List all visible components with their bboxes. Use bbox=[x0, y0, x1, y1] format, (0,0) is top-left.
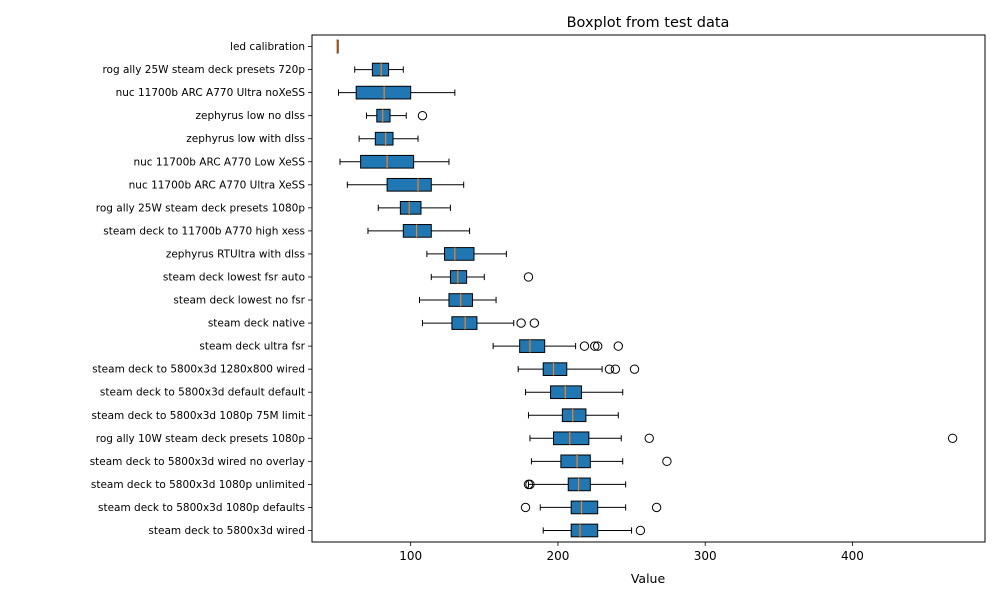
box-group bbox=[339, 154, 450, 169]
y-tick-label: steam deck to 5800x3d default default bbox=[100, 387, 305, 399]
box-group bbox=[365, 108, 428, 123]
box-group bbox=[419, 293, 497, 307]
box bbox=[570, 523, 599, 538]
y-tick-label: nuc 11700b ARC A770 Ultra noXeSS bbox=[116, 87, 306, 99]
box bbox=[449, 270, 468, 284]
x-tick-label: 200 bbox=[546, 549, 569, 563]
box-group bbox=[421, 316, 540, 330]
outlier-point bbox=[592, 341, 603, 351]
box-group bbox=[377, 201, 451, 215]
x-tick-label: 300 bbox=[694, 549, 717, 563]
y-tick-label: steam deck native bbox=[208, 318, 305, 330]
y-tick-label: steam deck to 5800x3d 1080p unlimited bbox=[91, 479, 305, 491]
box bbox=[553, 431, 590, 446]
box bbox=[451, 316, 478, 330]
chart-title: Boxplot from test data bbox=[567, 15, 730, 31]
box-group bbox=[426, 247, 507, 261]
outlier-point bbox=[525, 479, 535, 490]
box-group bbox=[530, 454, 672, 469]
box bbox=[374, 131, 394, 146]
box-group bbox=[336, 39, 339, 54]
box-group bbox=[338, 85, 456, 100]
outlier-point bbox=[613, 341, 624, 351]
y-tick-label: steam deck to 5800x3d 1080p defaults bbox=[98, 502, 305, 514]
outlier-point bbox=[635, 525, 646, 536]
y-tick-label: steam deck to 5800x3d wired bbox=[148, 525, 305, 537]
box bbox=[444, 247, 475, 261]
box bbox=[570, 500, 599, 515]
box bbox=[550, 385, 582, 400]
box bbox=[386, 177, 432, 192]
y-tick-label: steam deck to 11700b A770 high xess bbox=[103, 225, 305, 237]
y-tick-label: rog ally 10W steam deck presets 1080p bbox=[96, 433, 306, 445]
y-tick-label: steam deck to 5800x3d wired no overlay bbox=[90, 456, 305, 468]
box bbox=[355, 85, 412, 100]
box-group bbox=[430, 270, 534, 284]
box-group bbox=[527, 408, 619, 423]
y-tick-label: nuc 11700b ARC A770 Low XeSS bbox=[133, 156, 305, 168]
y-tick-label: nuc 11700b ARC A770 Ultra XeSS bbox=[129, 179, 306, 191]
box bbox=[371, 62, 390, 77]
y-tick-label: steam deck lowest no fsr bbox=[173, 295, 305, 307]
outlier-point bbox=[523, 272, 534, 282]
box bbox=[399, 201, 422, 215]
outlier-point bbox=[662, 456, 672, 467]
y-tick-label: steam deck lowest fsr auto bbox=[163, 271, 305, 283]
plot-area: led calibration rog ally 25W steam deck p… bbox=[90, 34, 986, 563]
box-group bbox=[346, 177, 465, 192]
box-group bbox=[520, 500, 662, 515]
box-group bbox=[523, 477, 627, 492]
box-group bbox=[525, 385, 624, 400]
y-tick-label: steam deck to 5800x3d 1080p 75M limit bbox=[92, 410, 305, 422]
outlier-point bbox=[417, 110, 428, 121]
box bbox=[560, 454, 591, 469]
x-tick-label: 100 bbox=[399, 549, 422, 563]
outlier-point bbox=[590, 341, 600, 351]
box-group bbox=[492, 339, 624, 353]
box bbox=[561, 408, 587, 423]
outlier-point bbox=[604, 364, 615, 374]
box-group bbox=[367, 224, 471, 238]
box-group bbox=[517, 362, 640, 376]
box bbox=[567, 477, 591, 492]
outlier-point bbox=[651, 502, 662, 513]
y-tick-label: rog ally 25W steam deck presets 1080p bbox=[96, 202, 306, 214]
y-tick-label: rog ally 25W steam deck presets 720p bbox=[102, 64, 305, 76]
y-tick-label: zephyrus low with dlss bbox=[186, 133, 305, 145]
y-tick-label: steam deck to 5800x3d 1280x800 wired bbox=[92, 364, 305, 376]
outlier-point bbox=[520, 502, 531, 513]
x-axis-label: Value bbox=[631, 571, 666, 586]
box-group bbox=[529, 431, 958, 446]
y-tick-label: led calibration bbox=[230, 41, 305, 53]
box bbox=[542, 362, 568, 376]
x-tick-label: 400 bbox=[841, 549, 864, 563]
box bbox=[519, 339, 546, 353]
outlier-point bbox=[579, 341, 590, 351]
outlier-point bbox=[644, 433, 654, 443]
box bbox=[402, 224, 432, 238]
box-group bbox=[542, 523, 646, 538]
outlier-point bbox=[947, 433, 958, 443]
box-group bbox=[358, 131, 419, 146]
outlier-point bbox=[610, 364, 621, 374]
outlier-point bbox=[629, 364, 640, 374]
y-tick-label: zephyrus low no dlss bbox=[196, 110, 306, 122]
axes-frame bbox=[311, 34, 986, 543]
box-group bbox=[354, 62, 404, 77]
y-tick-label: zephyrus RTUltra with dlss bbox=[166, 248, 305, 260]
outlier-point bbox=[529, 318, 540, 328]
y-tick-label: steam deck ultra fsr bbox=[199, 341, 305, 353]
box bbox=[376, 108, 391, 123]
outlier-point bbox=[516, 318, 526, 328]
